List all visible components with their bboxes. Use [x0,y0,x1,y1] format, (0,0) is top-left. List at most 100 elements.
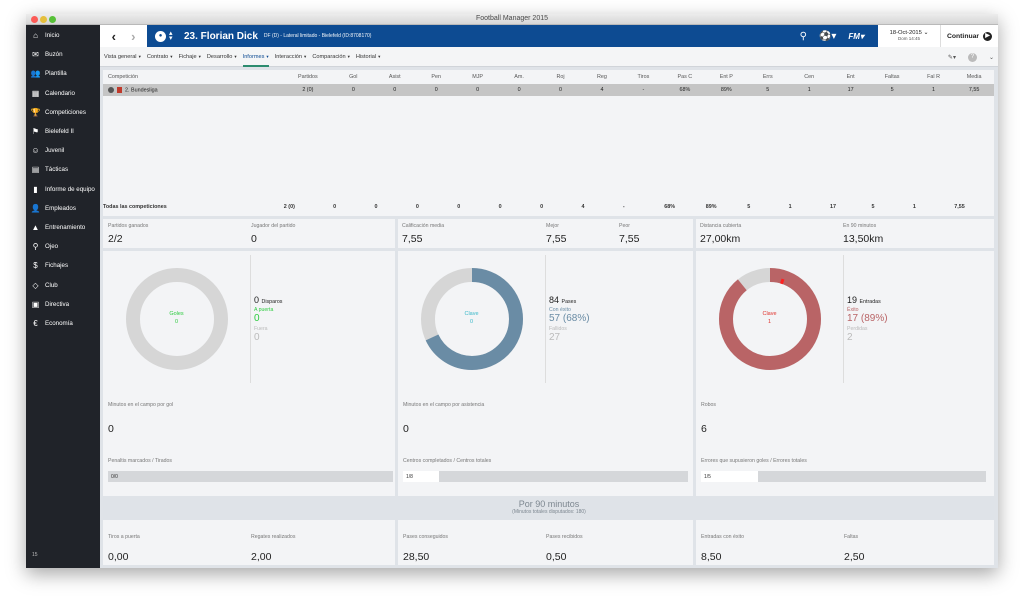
tab-7[interactable]: Historial ▾ [356,47,380,67]
donut-chart: Goles 0 [103,251,250,386]
column-header[interactable]: Reg [596,74,607,80]
totals-cell: 0 [498,204,502,210]
minimize-window-button[interactable] [40,16,47,23]
table-cell: 5 [871,84,913,96]
totals-cell: 0 [540,204,544,210]
tab-1[interactable]: Contrato ▾ [147,47,173,67]
chevron-down-icon: ▾ [378,53,381,59]
more-chevron-icon[interactable]: ⌄ [988,54,994,61]
continue-button[interactable]: Continuar ▶ [940,25,998,47]
per90-stat-value: 2,00 [251,551,272,563]
column-header[interactable]: Ent [846,74,855,80]
main-stat: 84 Pases [549,295,576,305]
column-header[interactable]: Faltas [884,74,900,80]
maximize-window-button[interactable] [49,16,56,23]
tab-0[interactable]: Vista general ▾ [104,47,141,67]
column-header[interactable]: Asist [388,74,401,80]
donut-svg [126,268,228,370]
sidebar-item-11[interactable]: ⚲ Ojeo [26,237,100,256]
column-header[interactable]: Fal R [927,74,940,80]
sidebar-item-9[interactable]: 👤 Empleados [26,199,100,218]
sidebar-item-15[interactable]: € Economía [26,314,100,333]
finance-icon: € [33,318,38,328]
tab-6[interactable]: Comparación ▾ [312,47,350,67]
ratio-label: Centros completados / Centros totales [403,458,492,464]
rating-label: Calificación media [402,223,445,229]
sidebar-item-1[interactable]: ✉ Buzón [26,45,100,64]
best-label: Mejor [546,223,559,229]
ratio-label: Penaltis marcados / Tirados [108,458,173,464]
column-header[interactable]: Pen [431,74,441,80]
search-icon[interactable]: ⚲ [799,30,807,42]
table-cell: 0 [456,84,499,96]
tab-3[interactable]: Desarrollo ▾ [207,47,237,67]
fm-logo-icon[interactable]: FM▾ [848,31,864,41]
sidebar-item-12[interactable]: $ Fichajes [26,256,100,275]
minutes-per-value: 6 [701,423,707,435]
tab-label: Interacción [274,53,303,60]
column-header[interactable]: Errs [762,74,773,80]
table-row[interactable]: 2. Bundesliga 2 (0) 0 0 0 0 0 0 4-68% 89% 5 1 17 5 1 7,… [103,84,994,96]
distance-value: 27,00km [700,233,741,245]
column-header[interactable]: Gol [349,74,358,80]
sidebar-item-7[interactable]: ▤ Tácticas [26,160,100,179]
chevron-down-icon: ▾ [234,53,237,59]
sidebar-item-8[interactable]: ▮ Informe de equipo [26,180,100,199]
sidebar-item-6[interactable]: ☺ Juvenil [26,141,100,160]
per90-stat-label: Pases recibidos [546,534,583,540]
column-header[interactable]: Pas C [677,74,693,80]
player-switch-arrows-icon[interactable]: ▴ ▾ [169,30,173,42]
trophy-icon: 🏆 [30,107,41,117]
football-menu-icon[interactable]: ⚽▾ [818,30,837,42]
player-header: ‹ › ● ▴ ▾ 23. Florian Dick DF (D) - Later… [100,25,998,47]
column-header[interactable]: Tiros [637,74,650,80]
sidebar-item-2[interactable]: 👥 Plantilla [26,64,100,83]
tab-2[interactable]: Fichaje ▾ [179,47,201,67]
column-header[interactable]: Ent P [719,74,733,80]
per90-stat-value: 8,50 [701,551,722,563]
column-header[interactable]: Partidos [297,74,318,80]
column-header[interactable]: Cen [804,74,815,80]
sidebar-item-10[interactable]: ▲ Entrenamiento [26,218,100,237]
main-stat-label: Pases [561,299,577,305]
column-header[interactable]: Roj [556,74,565,80]
summary-card-rating: Calificación media 7,55 Mejor 7,55 Peor … [398,219,693,248]
forward-arrow-icon[interactable]: › [131,28,136,44]
main-stat: 0 Disparos [254,295,282,305]
tab-label: Fichaje [178,53,197,60]
ratio-value: 0/0 [111,474,118,480]
tab-4[interactable]: Informes ▾ [242,47,269,67]
title-bar: Football Manager 2015 [26,14,998,25]
donut-chart: Clave 1 [696,251,843,386]
donut-svg [421,268,523,370]
close-window-button[interactable] [31,16,38,23]
sidebar-item-0[interactable]: ⌂ Inicio [26,26,100,45]
sidebar-item-13[interactable]: ◇ Club [26,275,100,294]
edit-options-icon[interactable]: ✎▾ [947,54,956,61]
game-date[interactable]: 18-Oct-2015 ⌄ Dom 14:45 [878,25,940,47]
minutes-per-value: 0 [403,423,409,435]
table-cell: 89% [705,84,748,96]
column-header[interactable]: Am. [514,74,524,80]
ratio-label: Errores que supusieron goles / Errores t… [701,458,807,464]
sidebar-item-5[interactable]: ⚑ Bielefeld II [26,122,100,141]
chevron-down-icon: ▾ [266,53,269,59]
totals-cell: 89% [705,204,717,210]
training-icon: ▲ [31,222,40,232]
sidebar-item-4[interactable]: 🏆 Competiciones [26,103,100,122]
main-stat-value: 0 [254,295,260,305]
back-arrow-icon[interactable]: ‹ [111,28,116,44]
per90-stat-label: Tiros a puerta [108,534,140,540]
table-cell: 0 [539,84,582,96]
help-icon[interactable]: ? [967,52,977,62]
column-header[interactable]: MJP [472,74,484,80]
column-header[interactable]: Competición [108,74,138,80]
continue-label: Continuar [946,32,980,40]
column-header[interactable]: Media [966,74,982,80]
main-stat: 19 Entradas [847,295,881,305]
sidebar-item-14[interactable]: ▣ Directiva [26,295,100,314]
sidebar-item-3[interactable]: ▦ Calendario [26,84,100,103]
tab-5[interactable]: Interacción ▾ [275,47,307,67]
distance-90-value: 13,50km [843,233,884,245]
navigation-arrows: ‹ › [100,25,147,47]
